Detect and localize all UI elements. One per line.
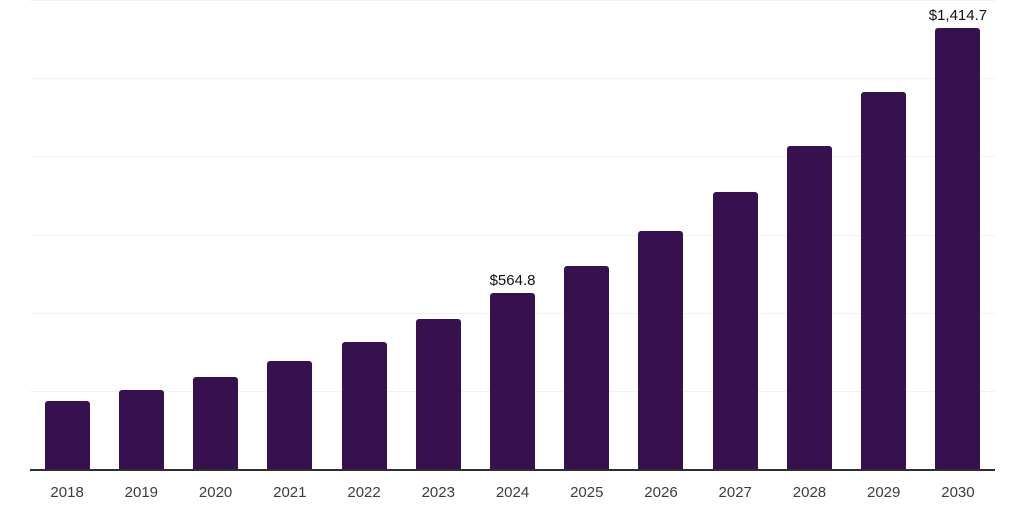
gridline-1250 (30, 78, 995, 80)
bar-column-2019 (104, 1, 178, 470)
bar-2028 (786, 145, 832, 470)
plot-area: $564.8 $1,414.7 (30, 0, 995, 470)
bar-2030 (935, 27, 981, 470)
x-axis-labels: 2018 2019 2020 2021 2022 2023 2024 2025 2026 2027… (30, 485, 995, 501)
x-axis-line (30, 469, 995, 471)
bars-layer: $564.8 $1,414.7 (30, 1, 995, 470)
x-tick-2025: 2025 (570, 484, 604, 501)
bar-column-2027 (698, 1, 772, 470)
x-tick-2019: 2019 (124, 484, 159, 501)
bar-2018 (44, 400, 90, 470)
bar-2026 (638, 231, 684, 470)
bar-column-2028 (772, 1, 846, 470)
x-tick-2018: 2018 (50, 484, 84, 501)
x-tick-2020: 2020 (198, 484, 233, 501)
gridline-1000 (30, 156, 995, 158)
bar-column-2022 (327, 1, 401, 470)
gridline-750 (30, 234, 995, 236)
x-tick-2021: 2021 (273, 484, 307, 501)
bar-column-2018 (30, 1, 104, 470)
bar-2020 (193, 376, 239, 470)
bar-column-2024: $564.8 (475, 1, 549, 470)
x-tick-2023: 2023 (421, 484, 455, 501)
x-tick-2029: 2029 (867, 484, 901, 501)
x-tick-2028: 2028 (792, 484, 827, 501)
bar-2029 (861, 92, 907, 470)
gridline-1500 (30, 0, 995, 1)
bar-column-2025 (550, 1, 624, 470)
bar-2021 (267, 360, 313, 470)
bar-value-label-2030: $1,414.7 (928, 6, 988, 24)
bar-column-2026 (624, 1, 698, 470)
bar-2019 (118, 390, 164, 470)
bar-2023 (415, 319, 461, 470)
x-tick-2026: 2026 (644, 484, 678, 501)
bar-column-2029 (847, 1, 921, 470)
bar-column-2020 (178, 1, 252, 470)
bar-2024 (490, 293, 536, 470)
x-tick-2027: 2027 (718, 484, 752, 501)
x-tick-2022: 2022 (347, 484, 381, 501)
bar-column-2023 (401, 1, 475, 470)
x-tick-2030: 2030 (941, 484, 975, 501)
x-tick-2024: 2024 (495, 484, 530, 501)
bar-column-2030: $1,414.7 (921, 1, 995, 470)
bar-2027 (712, 192, 758, 470)
bar-2025 (564, 265, 610, 470)
bar-2022 (341, 342, 387, 470)
bar-column-2021 (253, 1, 327, 470)
bar-value-label-2024: $564.8 (489, 272, 536, 290)
